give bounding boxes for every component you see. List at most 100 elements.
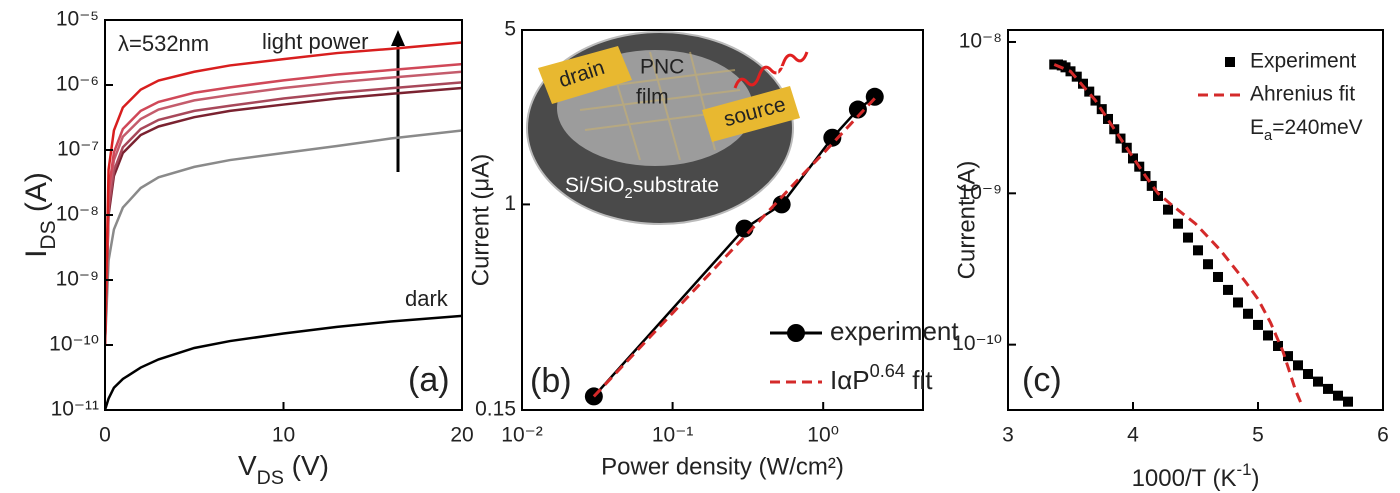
y-axis-title: Current (μA) [467, 154, 494, 287]
data-point [1333, 390, 1343, 401]
y-tick-label: 10⁻⁶ [56, 73, 99, 96]
data-point [1084, 86, 1095, 97]
series-line [105, 314, 462, 410]
data-point [1203, 259, 1213, 270]
y-tick-label: 0.15 [475, 398, 516, 421]
y-axis-title: Current (A) [953, 161, 980, 280]
y-tick-label: 10⁻⁸ [959, 30, 1002, 53]
text-part: (A) [20, 172, 53, 220]
data-point [1146, 180, 1157, 191]
data-point [1243, 308, 1253, 319]
y-tick-label: 10⁻⁸ [56, 203, 99, 226]
data-point [1128, 153, 1138, 164]
x-axis-title: VDS (V) [238, 450, 329, 489]
legend-label: experiment [830, 316, 959, 346]
text-part: 1000/T (K [1132, 465, 1237, 492]
annotation: λ=532nm [118, 31, 209, 56]
text-part: DS [37, 220, 60, 249]
annotation: Ea=240meV [1250, 116, 1363, 144]
data-point [1163, 204, 1173, 215]
y-axis-title: IDS (A) [20, 172, 60, 258]
y-tick-label: 10⁻⁵ [56, 8, 99, 31]
text-part: IαP [830, 365, 870, 395]
drain-pad [538, 46, 632, 104]
legend-label: IαP0.64 fit [830, 361, 933, 395]
inset: drain source PNC film hv Si/SiO2substrat… [526, 31, 809, 225]
x-tick-label: 6 [1377, 424, 1389, 447]
text-part: 0.64 [870, 361, 905, 381]
data-point [1103, 113, 1113, 124]
panel-label: (c) [1022, 361, 1062, 399]
y-tick-label: 10⁻⁷ [57, 138, 99, 161]
annotation: dark [405, 286, 449, 311]
text-part: (V) [284, 450, 329, 481]
y-tick-label: 10⁻⁹ [56, 268, 99, 291]
axes-frame [1007, 29, 1384, 411]
data-point [1183, 232, 1193, 243]
series-line [592, 97, 876, 398]
arrow-head [391, 30, 405, 46]
series-line [1053, 63, 1304, 406]
y-tick-label: 10⁻¹⁰ [952, 332, 1002, 355]
y-tick-label: 1 [504, 192, 516, 215]
series-line [105, 62, 462, 346]
legend-marker [1225, 57, 1235, 67]
panel-label: (b) [530, 362, 572, 400]
inset-label: hv [775, 60, 798, 83]
data-point [1213, 271, 1223, 282]
x-tick-label: 3 [1002, 424, 1014, 447]
data-point [823, 128, 842, 147]
data-point [1343, 396, 1353, 407]
data-point [1323, 383, 1333, 394]
data-point [1109, 124, 1120, 135]
data-point [1303, 368, 1313, 379]
text-part: I [20, 250, 53, 258]
photon [733, 51, 809, 89]
source-pad [702, 86, 800, 142]
y-tick-label: 5 [504, 18, 516, 41]
x-tick-label: 5 [1252, 424, 1264, 447]
text-part: DS [257, 467, 284, 489]
inset-label: PNC [640, 56, 684, 79]
data-point [1283, 351, 1293, 362]
axes-frame [521, 29, 924, 411]
data-point [1293, 360, 1303, 371]
series-line [105, 129, 462, 346]
text-part: V [238, 450, 257, 481]
data-point [1273, 340, 1283, 351]
axes-frame [104, 19, 463, 411]
inset-label: film [636, 86, 669, 109]
data-point [1223, 284, 1233, 295]
data-point [1233, 297, 1243, 308]
panel-label: (a) [408, 361, 450, 399]
text-part: -1 [1237, 460, 1252, 479]
data-point [1263, 330, 1273, 341]
x-axis-title: Power density (W/cm²) [601, 453, 844, 480]
x-axis-title: 1000/T (K-1) [1132, 460, 1260, 492]
text-part: 2 [625, 186, 633, 202]
annotation: light power [262, 29, 368, 54]
text-part: Si/SiO [565, 174, 625, 197]
y-tick-label: 10⁻¹⁰ [49, 333, 99, 356]
text-part: =240meV [1272, 116, 1362, 139]
data-point [1193, 245, 1203, 256]
x-tick-label: 10 [272, 424, 295, 447]
x-tick-label: 20 [450, 424, 473, 447]
y-tick-label: 10⁻⁹ [959, 181, 1002, 204]
data-point [1153, 191, 1163, 202]
data-point [1253, 319, 1263, 330]
data-point [1173, 218, 1183, 229]
text-part: fit [905, 365, 933, 395]
x-tick-label: 10⁰ [807, 424, 839, 447]
legend-label: Ahrenius fit [1250, 83, 1355, 106]
data-point [1313, 376, 1323, 387]
series-line [105, 41, 462, 346]
series-line [105, 81, 462, 346]
y-tick-label: 10⁻¹¹ [51, 398, 99, 421]
x-tick-label: 10⁻¹ [652, 424, 693, 447]
plot-area [584, 87, 884, 406]
x-tick-label: 0 [99, 424, 111, 447]
legend-marker [787, 324, 805, 342]
text-part: a [1264, 128, 1273, 144]
